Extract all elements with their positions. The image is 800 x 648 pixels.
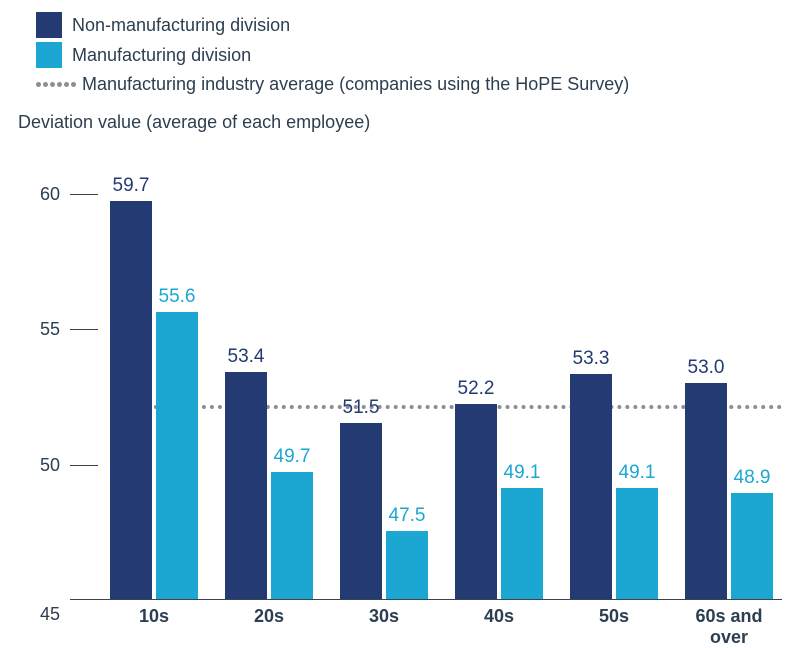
bar-mfg xyxy=(731,493,773,599)
legend-dots-icon xyxy=(36,72,76,96)
chart-subtitle: Deviation value (average of each employe… xyxy=(18,112,370,133)
legend-item-series1: Non-manufacturing division xyxy=(36,12,629,38)
bar-nonmfg xyxy=(340,423,382,599)
legend-swatch-series2 xyxy=(36,42,62,68)
bar-value-nonmfg: 51.5 xyxy=(331,397,391,419)
x-category-label: 30s xyxy=(354,606,414,627)
bar-mfg xyxy=(501,488,543,599)
ytick-label: 45 xyxy=(18,604,60,625)
legend-item-avg: Manufacturing industry average (companie… xyxy=(36,72,629,96)
bar-value-mfg: 47.5 xyxy=(377,505,437,527)
x-category-label: 20s xyxy=(239,606,299,627)
ytick-label: 50 xyxy=(18,455,60,476)
bar-value-mfg: 49.1 xyxy=(607,462,667,484)
ytick-mark xyxy=(70,194,98,195)
bar-value-nonmfg: 53.0 xyxy=(676,357,736,379)
legend: Non-manufacturing division Manufacturing… xyxy=(36,12,629,100)
bar-nonmfg xyxy=(570,374,612,599)
legend-label-avg: Manufacturing industry average (companie… xyxy=(82,74,629,95)
legend-item-series2: Manufacturing division xyxy=(36,42,629,68)
bar-value-mfg: 55.6 xyxy=(147,286,207,308)
plot-area: 59.7 55.6 53.4 49.7 51.5 47.5 52.2 49.1 53.3 49.1… xyxy=(70,140,782,600)
ytick-label: 60 xyxy=(18,184,60,205)
bar-value-nonmfg: 59.7 xyxy=(101,175,161,197)
x-category-label: 50s xyxy=(584,606,644,627)
bar-value-nonmfg: 52.2 xyxy=(446,378,506,400)
legend-label-series1: Non-manufacturing division xyxy=(72,15,290,36)
bar-mfg xyxy=(386,531,428,599)
bar-mfg xyxy=(156,312,198,599)
bar-value-mfg: 49.7 xyxy=(262,446,322,468)
deviation-chart: 59.7 55.6 53.4 49.7 51.5 47.5 52.2 49.1 53.3 49.1… xyxy=(18,140,782,615)
bar-mfg xyxy=(271,472,313,599)
bar-value-nonmfg: 53.3 xyxy=(561,348,621,370)
x-category-label: 40s xyxy=(469,606,529,627)
bar-value-nonmfg: 53.4 xyxy=(216,346,276,368)
legend-swatch-series1 xyxy=(36,12,62,38)
bar-nonmfg xyxy=(110,201,152,599)
bar-value-mfg: 49.1 xyxy=(492,462,552,484)
ytick-mark xyxy=(70,465,98,466)
ytick-label: 55 xyxy=(18,319,60,340)
bar-nonmfg xyxy=(685,383,727,599)
bar-nonmfg xyxy=(225,372,267,599)
bar-value-mfg: 48.9 xyxy=(722,467,782,489)
x-category-label: 60s and over xyxy=(674,606,784,648)
legend-label-series2: Manufacturing division xyxy=(72,45,251,66)
ytick-mark xyxy=(70,329,98,330)
bar-mfg xyxy=(616,488,658,599)
bar-nonmfg xyxy=(455,404,497,599)
x-category-label: 10s xyxy=(124,606,184,627)
